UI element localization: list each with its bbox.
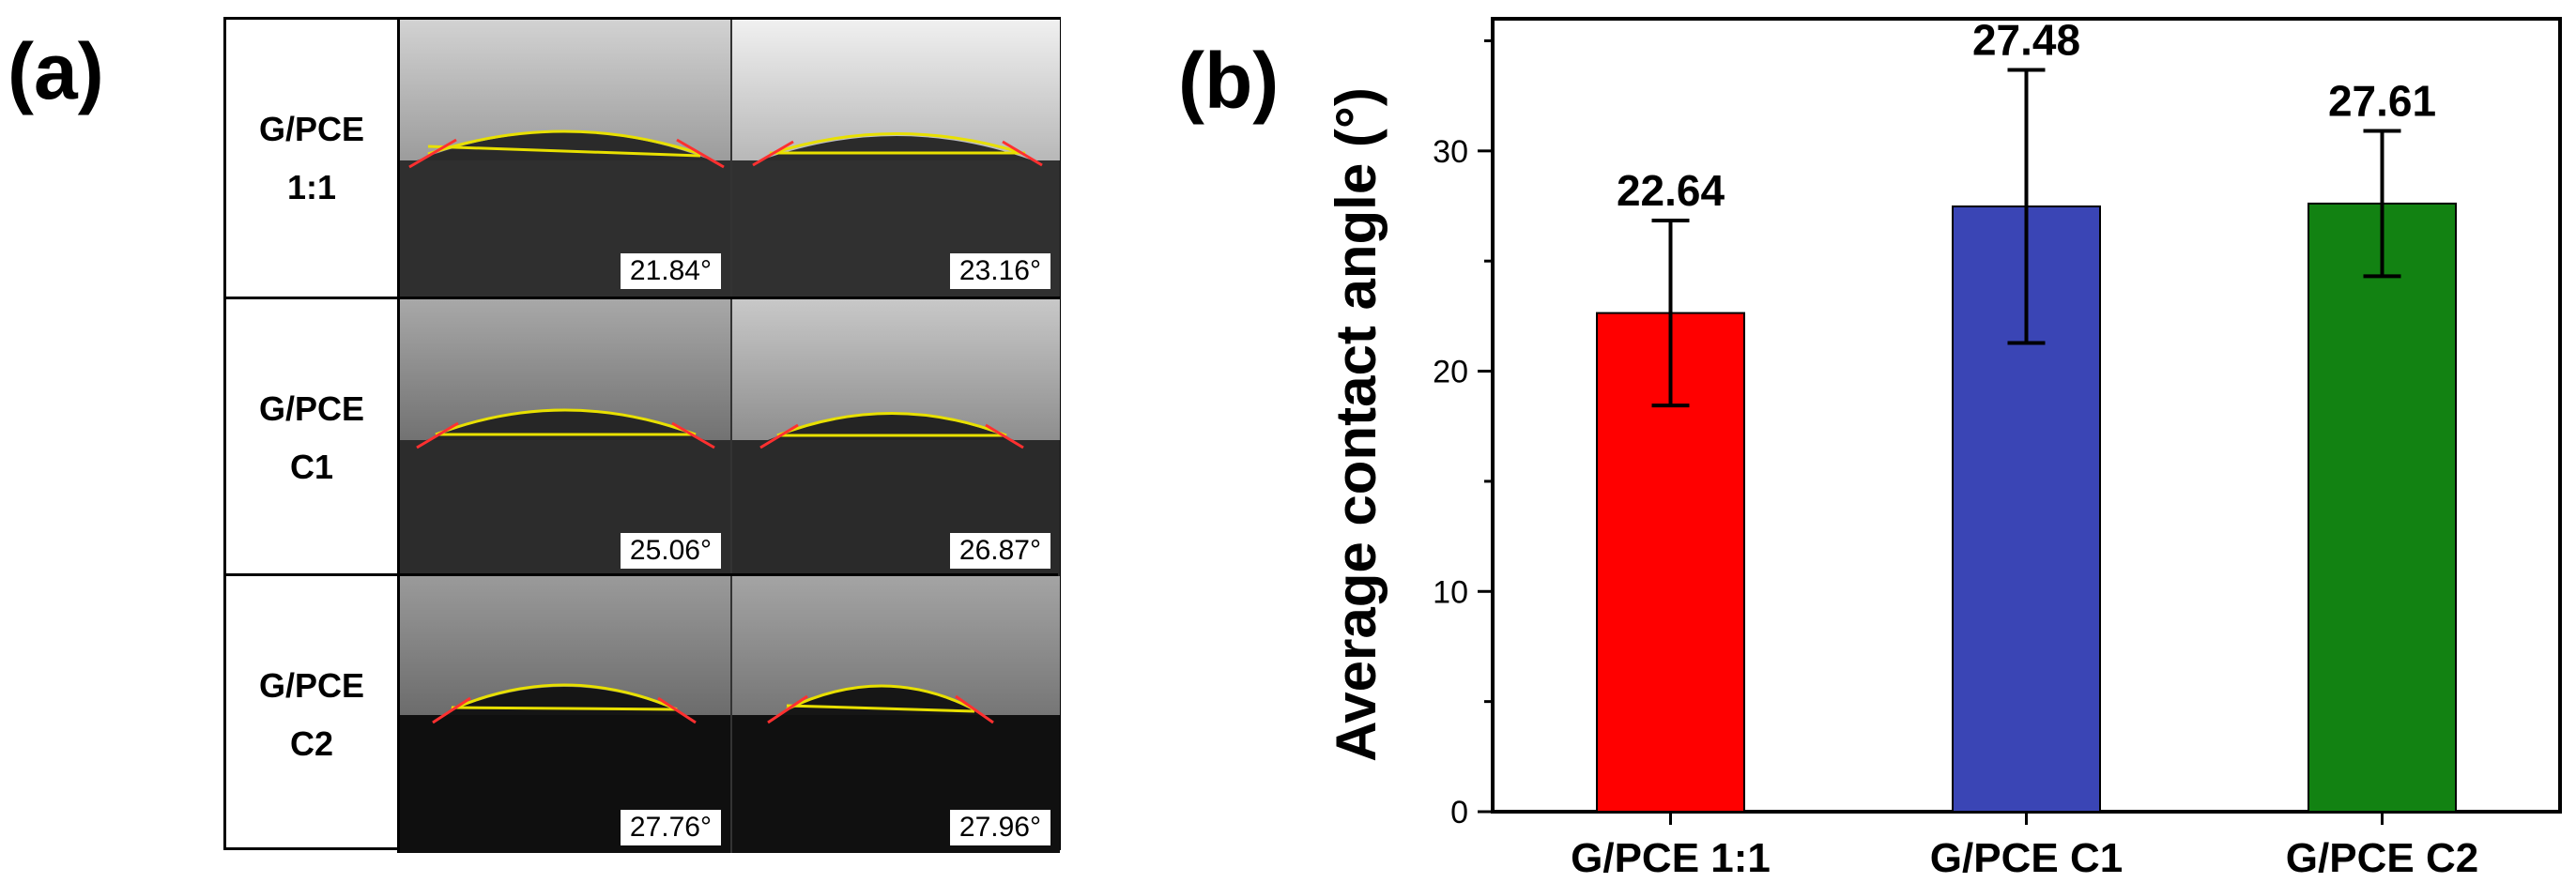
sample-label: G/PCE 1:1 <box>226 20 400 297</box>
sample-label-line2: C1 <box>289 447 334 486</box>
y-axis: 0 10 20 30 <box>1433 38 1493 830</box>
contact-angle-value: 26.87° <box>949 533 1050 569</box>
droplet-image: 27.96° <box>730 576 1060 853</box>
bar <box>2308 202 2457 813</box>
value-label: 22.64 <box>1617 166 1725 215</box>
contact-angle-value: 27.76° <box>620 810 721 845</box>
sample-label: G/PCE C2 <box>226 576 400 853</box>
contact-angle-value: 25.06° <box>620 533 721 569</box>
sample-row-1-1: G/PCE 1:1 21.84° <box>226 20 1060 297</box>
droplet-image: 26.87° <box>730 299 1060 576</box>
x-axis: G/PCE 1:1 G/PCE C1 G/PCE C2 <box>1571 812 2478 881</box>
droplet-image: 25.06° <box>400 299 730 576</box>
value-label: 27.61 <box>2328 76 2436 125</box>
contact-angle-value: 27.96° <box>949 810 1050 845</box>
sample-label: G/PCE C1 <box>226 299 400 576</box>
sample-row-c2: G/PCE C2 27.76° <box>226 573 1060 853</box>
value-labels-layer: 22.64 27.48 27.61 <box>1617 15 2436 215</box>
sample-label-line1: G/PCE <box>258 388 365 428</box>
droplet-photo <box>400 299 730 576</box>
y-tick-label: 10 <box>1433 574 1468 610</box>
sample-label-line2: C2 <box>289 723 334 763</box>
panel-b-letter: (b) <box>1178 37 1280 125</box>
value-label: 27.48 <box>1972 15 2080 64</box>
x-tick-label: G/PCE C2 <box>2286 835 2478 881</box>
contact-angle-value: 23.16° <box>949 253 1050 289</box>
sample-label-line1: G/PCE <box>258 109 365 148</box>
bars-layer <box>1596 202 2457 814</box>
y-axis-title: Average contact angle (°) <box>1325 87 1388 762</box>
y-tick-label: 20 <box>1433 355 1468 390</box>
contact-angle-image-grid: G/PCE 1:1 21.84° <box>223 17 1061 853</box>
panel-a-letter: (a) <box>8 27 104 115</box>
y-tick-label: 30 <box>1433 134 1468 170</box>
droplet-photo <box>732 299 1060 576</box>
sample-label-line2: 1:1 <box>286 167 337 206</box>
droplet-image: 27.76° <box>400 576 730 853</box>
sample-label-line1: G/PCE <box>258 665 365 705</box>
x-tick-label: G/PCE 1:1 <box>1571 835 1771 881</box>
droplet-photo <box>732 20 1060 297</box>
y-tick-label: 0 <box>1450 795 1468 830</box>
droplet-image: 21.84° <box>400 20 730 297</box>
x-tick-label: G/PCE C1 <box>1930 835 2123 881</box>
error-bars-layer <box>1651 68 2401 408</box>
contact-angle-value: 21.84° <box>620 253 721 289</box>
sample-row-c1: G/PCE C1 25.06° <box>226 297 1060 576</box>
droplet-image: 23.16° <box>730 20 1060 297</box>
